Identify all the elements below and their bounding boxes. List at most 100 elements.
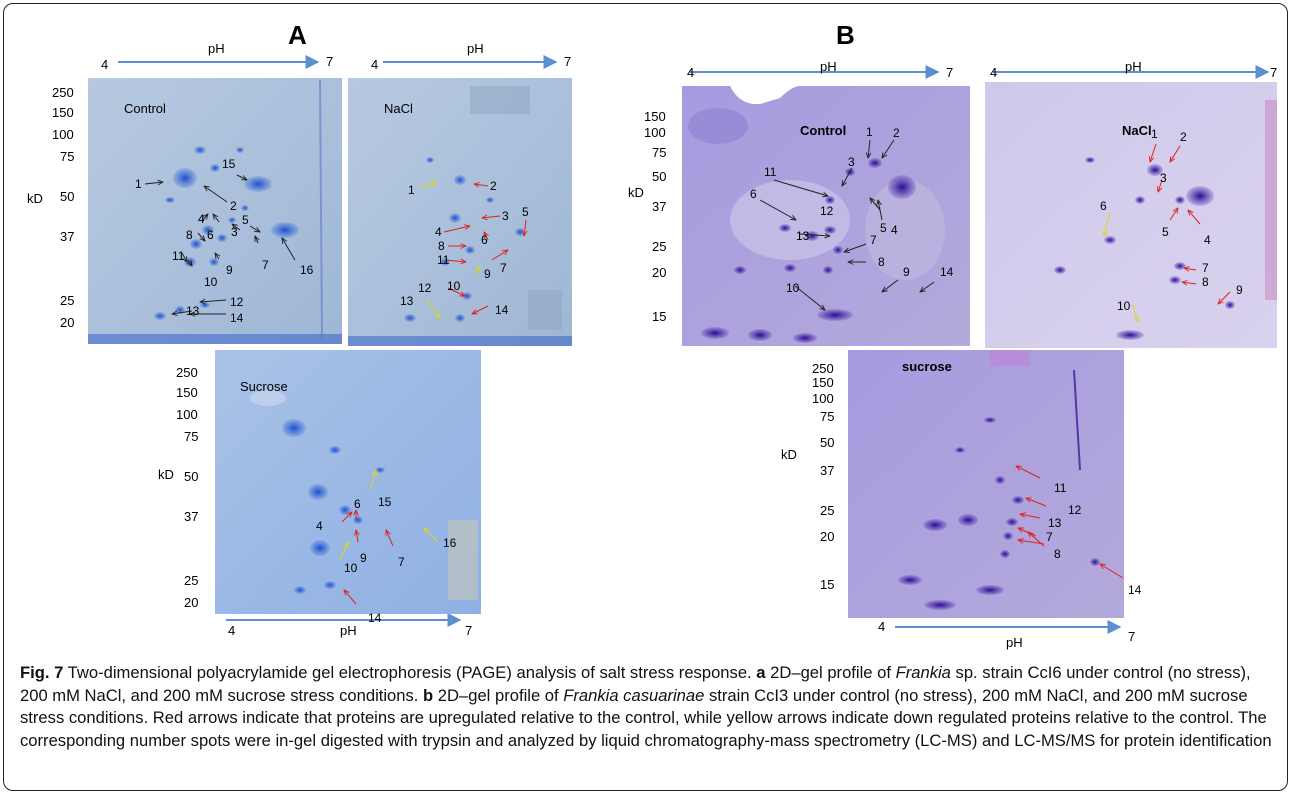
caption-a-text: sp. strain CcI6 under control (no stress… <box>20 663 1251 705</box>
panel-b-label: B <box>836 20 855 50</box>
spot-number-label: 15 <box>378 495 392 509</box>
ph-low-label: 4 <box>990 65 998 80</box>
spot-number-label: 6 <box>481 233 488 247</box>
spot-number-label: 1 <box>408 183 415 197</box>
spot-number-label: 10 <box>204 275 218 289</box>
ph-high-label: 7 <box>564 54 572 69</box>
spot-number-label: 3 <box>231 225 238 239</box>
mw-tick: 150 <box>812 375 834 390</box>
spot-number-label: 14 <box>1128 583 1142 597</box>
spot-number-label: 11 <box>1054 481 1067 495</box>
mw-tick: 20 <box>60 315 75 330</box>
spot-number-label: 2 <box>1180 130 1187 144</box>
mw-tick: 100 <box>644 125 666 140</box>
spot-number-label: 7 <box>1202 261 1209 275</box>
spot-number-label: 6 <box>354 497 361 511</box>
spot-number-label: 13 <box>796 229 810 243</box>
spot-number-label: 12 <box>820 204 834 218</box>
spot-number-label: 9 <box>226 263 233 277</box>
gel-graphics <box>88 55 1277 634</box>
spot-number-label: 7 <box>870 233 877 247</box>
mw-tick: 20 <box>652 265 667 280</box>
mw-tick: 25 <box>184 573 199 588</box>
spot-number-label: 13 <box>1048 516 1062 530</box>
mw-tick: 50 <box>652 169 667 184</box>
gel-condition-label: NaCl <box>1122 123 1152 138</box>
spot-number-label: 9 <box>360 551 367 565</box>
spot-number-label: 7 <box>262 258 269 272</box>
mw-tick: 250 <box>176 365 198 380</box>
spot-number-label: 1 <box>1151 127 1158 141</box>
spot-number-label: 4 <box>1204 233 1211 247</box>
gel-condition-label: Control <box>124 101 166 116</box>
ph-label: pH <box>1125 59 1142 74</box>
spot-number-label: 6 <box>1100 199 1107 213</box>
mw-tick: 75 <box>184 429 199 444</box>
ph-low-label: 4 <box>228 623 236 638</box>
spot-number-label: 11 <box>437 253 450 267</box>
caption-panel-b-letter: b <box>423 685 434 705</box>
ph-label: pH <box>208 41 225 56</box>
ph-low-label: 4 <box>687 65 695 80</box>
spot-number-label: 8 <box>186 228 193 242</box>
caption-a-organism: Frankia <box>895 663 951 682</box>
caption-a-text: 2D–gel profile of <box>765 663 896 682</box>
mw-tick: 37 <box>652 199 667 214</box>
caption-fig-label: Fig. 7 <box>20 663 64 682</box>
mw-unit-label: kD <box>27 191 43 206</box>
spot-number-label: 4 <box>891 223 898 237</box>
gel-a-nacl <box>348 78 572 346</box>
gel-condition-label: sucrose <box>902 359 952 374</box>
mw-tick: 20 <box>184 595 199 610</box>
gel-condition-label: NaCl <box>384 101 413 116</box>
spot-number-label: 9 <box>484 267 491 281</box>
mw-tick: 20 <box>820 529 835 544</box>
gel-b-nacl <box>985 82 1277 348</box>
mw-tick: 100 <box>52 127 74 142</box>
spot-number-label: 5 <box>242 213 249 227</box>
mw-tick: 100 <box>812 391 834 406</box>
spot-number-label: 12 <box>418 281 432 295</box>
spot-number-label: 15 <box>222 157 236 171</box>
spot-number-label: 8 <box>878 255 885 269</box>
spot-number-label: 10 <box>1117 299 1131 313</box>
spot-number-label: 7 <box>500 261 507 275</box>
ph-low-label: 4 <box>878 619 886 634</box>
spot-number-label: 16 <box>300 263 314 277</box>
spot-number-label: 13 <box>400 294 414 308</box>
mw-unit-label: kD <box>158 467 174 482</box>
spot-number-label: 11 <box>172 249 185 263</box>
spot-number-label: 5 <box>880 221 887 235</box>
spot-number-label: 4 <box>316 519 323 533</box>
ph-low-label: 4 <box>101 57 109 72</box>
spot-number-label: 1 <box>866 125 873 139</box>
figure-caption: Fig. 7 Two-dimensional polyacrylamide ge… <box>20 662 1275 752</box>
mw-tick: 75 <box>652 145 667 160</box>
mw-tick: 100 <box>176 407 198 422</box>
mw-tick: 75 <box>60 149 75 164</box>
spot-number-label: 12 <box>1068 503 1082 517</box>
gel-condition-label: Sucrose <box>240 379 288 394</box>
caption-b-text: 2D–gel profile of <box>433 685 564 705</box>
ph-label: pH <box>1006 635 1023 650</box>
spot-number-label: 2 <box>490 179 497 193</box>
spot-number-label: 2 <box>893 126 900 140</box>
ph-high-label: 7 <box>465 623 473 638</box>
mw-tick: 250 <box>52 85 74 100</box>
mw-tick: 75 <box>820 409 835 424</box>
gel-a-control <box>88 78 342 344</box>
ph-low-label: 4 <box>371 57 379 72</box>
figure-frame <box>3 3 1288 791</box>
mw-tick: 37 <box>60 229 75 244</box>
spot-number-label: 9 <box>903 265 910 279</box>
spot-number-label: 7 <box>1046 530 1053 544</box>
mw-tick: 15 <box>652 309 667 324</box>
spot-number-label: 13 <box>186 304 200 318</box>
ph-label: pH <box>340 623 357 638</box>
mw-unit-label: kD <box>781 447 797 462</box>
ph-label: pH <box>820 59 837 74</box>
mw-tick: 25 <box>60 293 75 308</box>
caption-title: Two-dimensional polyacrylamide gel elect… <box>63 663 757 682</box>
ph-high-label: 7 <box>1270 65 1278 80</box>
